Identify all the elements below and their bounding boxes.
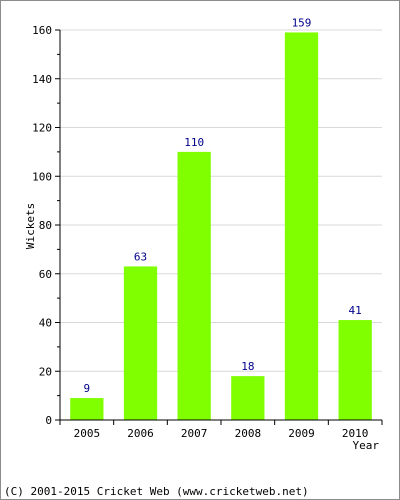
bars [70, 32, 372, 420]
data-label-2010: 41 [349, 304, 362, 317]
x-tick-label-2009: 2009 [288, 427, 315, 440]
bar-2006 [123, 266, 158, 420]
y-axis-title: Wickets [24, 203, 37, 249]
x-tick-label-2010: 2010 [342, 427, 369, 440]
x-tick-label-2006: 2006 [127, 427, 154, 440]
bar-2007 [177, 151, 211, 420]
y-tick-label: 20 [39, 365, 52, 378]
data-label-2007: 110 [184, 136, 204, 149]
labels: 0 20 40 60 80 100 120 140 160 9 2005 63 2006 110 2007 1… [32, 16, 368, 440]
bar-2005 [70, 398, 104, 420]
bar-2010 [338, 320, 372, 420]
x-axis-title: Year [353, 439, 380, 452]
bar-2009 [284, 32, 319, 420]
x-tick-label-2008: 2008 [235, 427, 262, 440]
y-tick-label: 40 [39, 317, 52, 330]
y-tick-label: 120 [32, 122, 52, 135]
x-tick-label-2007: 2007 [181, 427, 208, 440]
x-tick-label-2005: 2005 [74, 427, 101, 440]
bar-2008 [231, 376, 265, 420]
y-tick-label: 160 [32, 24, 52, 37]
axes [55, 29, 383, 425]
y-tick-label: 0 [45, 414, 52, 427]
y-tick-label: 80 [39, 219, 52, 232]
data-label-2008: 18 [241, 360, 254, 373]
grid-lines [60, 29, 382, 372]
y-tick-label: 140 [32, 73, 52, 86]
y-tick-label: 60 [39, 268, 52, 281]
data-label-2009: 159 [292, 16, 312, 29]
copyright-footer: (C) 2001-2015 Cricket Web (www.cricketwe… [4, 485, 309, 498]
data-label-2005: 9 [84, 382, 91, 395]
y-tick-label: 100 [32, 170, 52, 183]
data-label-2006: 63 [134, 250, 147, 263]
